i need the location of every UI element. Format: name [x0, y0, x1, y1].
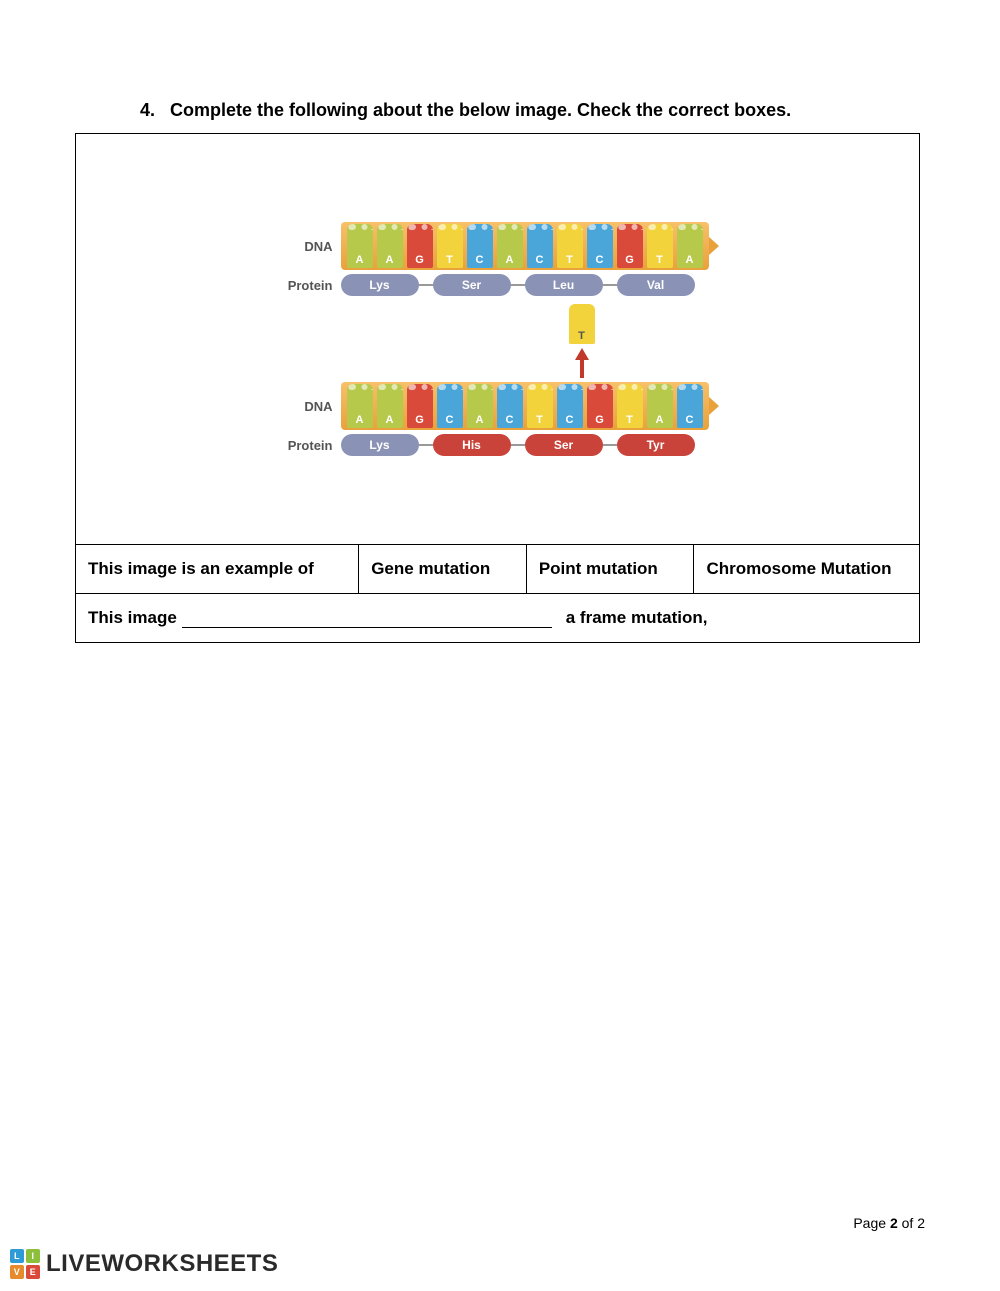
- dna-base: G: [617, 224, 643, 268]
- page-number: Page 2 of 2: [853, 1215, 925, 1231]
- dna-label: DNA: [263, 399, 333, 414]
- brand-footer: LIVE LIVEWORKSHEETS: [10, 1249, 278, 1279]
- brand-logo-quadrant: V: [10, 1265, 24, 1279]
- fill-suffix: a frame mutation,: [566, 608, 708, 627]
- dna-base: C: [587, 224, 613, 268]
- arrow-up-icon: [575, 348, 589, 360]
- dna-base: T: [647, 224, 673, 268]
- dna-base: A: [377, 384, 403, 428]
- amino-acid-pill: Ser: [525, 434, 603, 456]
- protein-connector: [419, 284, 433, 286]
- amino-acid-pill: Lys: [341, 434, 419, 456]
- amino-acid-pill: Tyr: [617, 434, 695, 456]
- dna-base: A: [677, 224, 703, 268]
- amino-acid-pill: Lys: [341, 274, 419, 296]
- dna-base: C: [527, 224, 553, 268]
- question-heading: 4. Complete the following about the belo…: [140, 100, 930, 121]
- dna-row: DNAAAGTCACTCGTA: [263, 222, 733, 270]
- dna-label: DNA: [263, 239, 333, 254]
- brand-logo-quadrant: I: [26, 1249, 40, 1263]
- page-of: of: [902, 1215, 914, 1231]
- dna-base: T: [617, 384, 643, 428]
- inserted-base: T: [569, 304, 595, 344]
- amino-acid-pill: Ser: [433, 274, 511, 296]
- page-label-prefix: Page: [853, 1215, 886, 1231]
- question-number: 4.: [140, 100, 155, 120]
- dna-base: C: [677, 384, 703, 428]
- brand-text: LIVEWORKSHEETS: [46, 1250, 278, 1278]
- page-total: 2: [917, 1215, 925, 1231]
- fill-blank-input[interactable]: [182, 627, 552, 628]
- question-text: Complete the following about the below i…: [170, 100, 791, 120]
- protein-connector: [511, 444, 525, 446]
- options-prompt-cell: This image is an example of: [76, 545, 359, 594]
- dna-base: A: [647, 384, 673, 428]
- dna-strand: AAGCACTCGTAC: [341, 382, 709, 430]
- dna-strand: AAGTCACTCGTA: [341, 222, 709, 270]
- dna-base: C: [557, 384, 583, 428]
- option-chromosome-mutation[interactable]: Chromosome Mutation: [694, 545, 920, 594]
- option-point-mutation[interactable]: Point mutation: [526, 545, 694, 594]
- worksheet-page: 4. Complete the following about the belo…: [0, 0, 1000, 1291]
- dna-base: C: [437, 384, 463, 428]
- insertion-indicator: T: [431, 304, 733, 378]
- protein-row: Protein Lys His Ser Tyr: [263, 434, 733, 456]
- dna-base: A: [497, 224, 523, 268]
- brand-logo-quadrant: E: [26, 1265, 40, 1279]
- arrow-stem: [580, 360, 584, 378]
- dna-base: G: [407, 384, 433, 428]
- brand-logo-icon: LIVE: [10, 1249, 40, 1279]
- diagram-cell: DNAAAGTCACTCGTAProteinLysSerLeuValTDNAAA…: [76, 134, 920, 545]
- dna-base: A: [467, 384, 493, 428]
- dna-row: DNAAAGCACTCGTAC: [263, 382, 733, 430]
- options-prompt: This image is an example of: [88, 559, 314, 578]
- dna-base: A: [347, 224, 373, 268]
- dna-base: A: [347, 384, 373, 428]
- dna-base: T: [437, 224, 463, 268]
- dna-base: G: [407, 224, 433, 268]
- options-row: This image is an example of Gene mutatio…: [76, 545, 920, 594]
- protein-label: Protein: [263, 278, 333, 293]
- dna-base: G: [587, 384, 613, 428]
- dna-base: C: [497, 384, 523, 428]
- dna-base: T: [557, 224, 583, 268]
- amino-acid-pill: Leu: [525, 274, 603, 296]
- protein-connector: [603, 284, 617, 286]
- brand-logo-quadrant: L: [10, 1249, 24, 1263]
- dna-base: C: [467, 224, 493, 268]
- amino-acid-pill: Val: [617, 274, 695, 296]
- protein-connector: [511, 284, 525, 286]
- dna-base: T: [527, 384, 553, 428]
- protein-connector: [419, 444, 433, 446]
- option-gene-mutation[interactable]: Gene mutation: [359, 545, 527, 594]
- amino-acid-pill: His: [433, 434, 511, 456]
- fill-prefix: This image: [88, 608, 177, 627]
- protein-row: Protein Lys Ser Leu Val: [263, 274, 733, 296]
- page-current: 2: [890, 1215, 898, 1231]
- option-3-label: Chromosome Mutation: [706, 559, 891, 578]
- protein-label: Protein: [263, 438, 333, 453]
- option-2-label: Point mutation: [539, 559, 658, 578]
- option-1-label: Gene mutation: [371, 559, 490, 578]
- mutation-diagram: DNAAAGTCACTCGTAProteinLysSerLeuValTDNAAA…: [263, 218, 733, 460]
- protein-connector: [603, 444, 617, 446]
- dna-base: A: [377, 224, 403, 268]
- fill-in-cell: This image a frame mutation,: [76, 594, 920, 643]
- question-table: DNAAAGTCACTCGTAProteinLysSerLeuValTDNAAA…: [75, 133, 920, 643]
